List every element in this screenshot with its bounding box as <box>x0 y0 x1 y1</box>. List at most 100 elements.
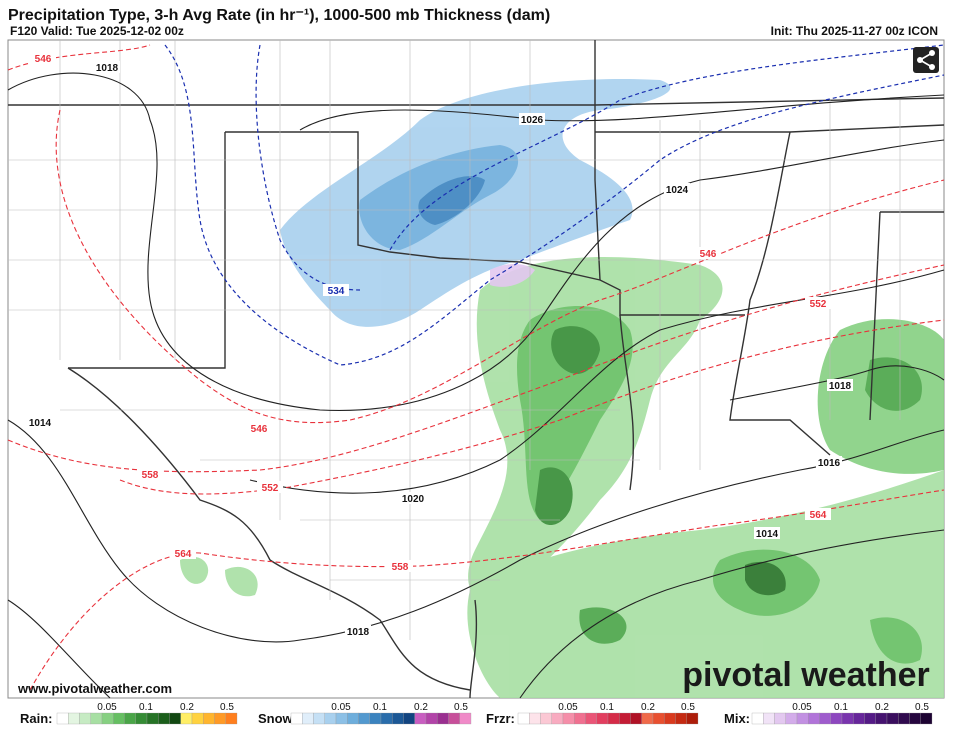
contour-label-bg <box>30 52 56 64</box>
legend-swatch <box>203 712 215 725</box>
legend-swatch <box>574 712 586 725</box>
legend-swatch <box>369 712 382 725</box>
legend-swatch <box>675 712 687 725</box>
legend-swatch <box>425 712 438 725</box>
contour-label-bg <box>827 379 853 391</box>
contour-label: 1018 <box>96 63 119 74</box>
legend-swatch <box>796 712 809 725</box>
legend-tick: 0.5 <box>681 702 695 713</box>
contour-label-bg <box>664 183 690 195</box>
legend-tick: 0.5 <box>454 702 468 713</box>
contour-label: 546 <box>35 54 52 65</box>
legend-swatch <box>808 712 820 725</box>
legend-tick: 0.5 <box>915 702 929 713</box>
contour-label: 1016 <box>818 458 841 469</box>
contour-label-bg <box>387 560 413 572</box>
contour-label-bg <box>816 456 842 468</box>
contour-label: 1024 <box>666 185 689 196</box>
legend-swatch <box>596 712 609 725</box>
init-time: Init: Thu 2025-11-27 00z ICON <box>771 24 938 38</box>
legend-tick: 0.5 <box>220 702 234 713</box>
legend-tick: 0.2 <box>180 702 194 713</box>
map-panel: 546 1018 1026 1024 534 546 552 1018 1014 546 558 55… <box>7 39 945 699</box>
legend-tick: 0.1 <box>600 702 614 713</box>
contour-label: 1020 <box>402 494 425 505</box>
contour-labels: 546 1018 1026 1024 534 546 552 1018 1014 546 558 55… <box>27 52 853 638</box>
legend-swatch <box>875 712 888 725</box>
legend-swatch <box>191 712 204 725</box>
legend-swatch <box>898 712 910 725</box>
legend-tick: 0.05 <box>97 702 117 713</box>
legend-tick: 0.2 <box>414 702 428 713</box>
watermark: pivotal weather <box>682 656 930 694</box>
legend-swatch <box>146 712 159 725</box>
contour-label: 546 <box>700 249 717 260</box>
legend-swatch <box>68 712 80 725</box>
contour-label-bg <box>754 527 780 539</box>
legend-tick: 0.05 <box>331 702 351 713</box>
legend-swatch <box>169 712 181 725</box>
contour-label-bg <box>137 468 163 480</box>
legend-swatch <box>290 712 303 725</box>
legend-swatch <box>841 712 854 725</box>
legend-swatch <box>135 712 148 725</box>
legend-swatch <box>448 712 460 725</box>
legend-swatch <box>459 712 472 725</box>
legend-swatch <box>124 712 136 725</box>
legend-label: Frzr: <box>486 711 515 726</box>
contour-label: 558 <box>392 562 409 573</box>
legend: Rain: 0.05 0.1 0.2 0.5 Snow: 0.05 0.1 0.2 0.5 Frzr… <box>20 702 933 726</box>
legend-swatch <box>180 712 193 725</box>
contour-label-bg <box>246 422 272 434</box>
legend-swatch <box>785 712 798 725</box>
contour-label-bg <box>695 247 721 259</box>
contour-label: 552 <box>810 299 827 310</box>
contour-label: 552 <box>262 483 279 494</box>
legend-swatch <box>380 712 393 725</box>
legend-swatch <box>158 712 170 725</box>
contour-label-bg <box>805 297 831 309</box>
legend-swatch <box>335 712 348 725</box>
legend-tick: 0.1 <box>139 702 153 713</box>
contour-label: 1014 <box>756 529 779 540</box>
legend-swatch <box>585 712 597 725</box>
snow-areas <box>280 79 671 327</box>
legend-tick: 0.05 <box>558 702 578 713</box>
legend-tick: 0.2 <box>641 702 655 713</box>
contour-label: 1026 <box>521 115 544 126</box>
contour-label: 558 <box>142 470 159 481</box>
legend-swatch <box>864 712 876 725</box>
contour-label: 564 <box>175 549 192 560</box>
share-button[interactable] <box>913 47 939 73</box>
contour-label: 1018 <box>829 381 852 392</box>
legend-swatch <box>437 712 449 725</box>
contour-label: 534 <box>328 286 345 297</box>
legend-swatch <box>403 712 415 725</box>
legend-swatch <box>214 712 226 725</box>
legend-swatch <box>619 712 631 725</box>
legend-swatch <box>641 712 654 725</box>
legend-swatch <box>302 712 314 725</box>
legend-swatch <box>819 712 831 725</box>
website: www.pivotalweather.com <box>17 681 172 696</box>
legend-swatch <box>920 712 933 725</box>
legend-swatch <box>607 712 620 725</box>
legend-label: Snow: <box>258 711 297 726</box>
legend-swatch <box>664 712 676 725</box>
legend-swatch <box>751 712 764 725</box>
legend-swatch <box>909 712 921 725</box>
legend-tick: 0.1 <box>373 702 387 713</box>
legend-swatch <box>551 712 564 725</box>
legend-swatch <box>358 712 370 725</box>
legend-swatch <box>529 712 541 725</box>
contour-label: 1014 <box>29 418 52 429</box>
contour-label-bg <box>257 481 283 493</box>
legend-swatch <box>562 712 575 725</box>
contour-label-bg <box>170 547 196 559</box>
legend-tick: 0.2 <box>875 702 889 713</box>
contour-label: 1018 <box>347 627 370 638</box>
legend-swatch <box>652 712 665 725</box>
state-borders <box>8 40 945 699</box>
legend-swatch <box>774 712 786 725</box>
